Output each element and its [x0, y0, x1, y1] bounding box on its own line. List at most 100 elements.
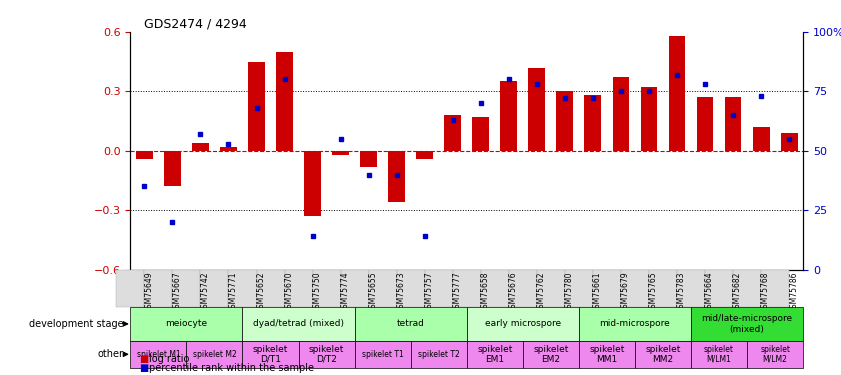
FancyBboxPatch shape	[467, 341, 523, 368]
Text: GSM75679: GSM75679	[621, 272, 630, 313]
Bar	[416, 151, 433, 159]
FancyBboxPatch shape	[452, 270, 481, 307]
Text: spikelet T2: spikelet T2	[418, 350, 459, 359]
Bar	[276, 52, 293, 151]
Bar	[444, 115, 461, 151]
FancyBboxPatch shape	[410, 341, 467, 368]
Text: GSM75682: GSM75682	[733, 272, 742, 313]
FancyBboxPatch shape	[341, 270, 368, 307]
FancyBboxPatch shape	[481, 270, 509, 307]
Text: GSM75667: GSM75667	[172, 272, 182, 313]
Text: other: other	[98, 349, 124, 359]
FancyBboxPatch shape	[691, 341, 747, 368]
Text: GSM75742: GSM75742	[200, 272, 209, 313]
Bar	[669, 36, 685, 151]
Bar	[164, 151, 181, 186]
FancyBboxPatch shape	[649, 270, 677, 307]
Bar	[473, 117, 489, 151]
Text: spikelet
MM2: spikelet MM2	[645, 345, 680, 364]
Text: GSM75768: GSM75768	[761, 272, 770, 313]
FancyBboxPatch shape	[677, 270, 705, 307]
Text: spikelet
EM2: spikelet EM2	[533, 345, 569, 364]
Text: tetrad: tetrad	[397, 320, 425, 328]
Text: dyad/tetrad (mixed): dyad/tetrad (mixed)	[253, 320, 344, 328]
Text: percentile rank within the sample: percentile rank within the sample	[149, 363, 314, 373]
Bar	[612, 78, 629, 151]
FancyBboxPatch shape	[761, 270, 789, 307]
FancyBboxPatch shape	[467, 307, 579, 341]
FancyBboxPatch shape	[130, 341, 187, 368]
FancyBboxPatch shape	[130, 307, 242, 341]
Bar	[641, 87, 658, 151]
Bar	[753, 127, 770, 151]
FancyBboxPatch shape	[355, 307, 467, 341]
FancyBboxPatch shape	[621, 270, 649, 307]
Bar	[136, 151, 153, 159]
Text: GSM75658: GSM75658	[481, 272, 489, 313]
Bar	[220, 147, 237, 151]
Bar	[248, 62, 265, 151]
Bar	[500, 81, 517, 151]
FancyBboxPatch shape	[425, 270, 452, 307]
FancyBboxPatch shape	[537, 270, 565, 307]
Bar	[192, 143, 209, 151]
Text: GSM75771: GSM75771	[229, 272, 237, 313]
Text: mid-microspore: mid-microspore	[600, 320, 670, 328]
Text: spikelet M1: spikelet M1	[136, 350, 180, 359]
FancyBboxPatch shape	[200, 270, 229, 307]
Text: GSM75670: GSM75670	[284, 272, 294, 313]
Text: GSM75655: GSM75655	[368, 272, 378, 313]
FancyBboxPatch shape	[229, 270, 257, 307]
Bar	[584, 95, 601, 151]
Text: GSM75765: GSM75765	[649, 272, 658, 313]
Text: spikelet
MM1: spikelet MM1	[590, 345, 625, 364]
FancyBboxPatch shape	[397, 270, 425, 307]
Bar	[725, 97, 742, 151]
FancyBboxPatch shape	[565, 270, 593, 307]
Text: GSM75786: GSM75786	[789, 272, 798, 313]
Bar	[389, 151, 405, 202]
Text: GSM75652: GSM75652	[257, 272, 266, 313]
FancyBboxPatch shape	[593, 270, 621, 307]
Text: mid/late-microspore
(mixed): mid/late-microspore (mixed)	[701, 314, 793, 334]
Text: spikelet
D/T1: spikelet D/T1	[253, 345, 288, 364]
Bar	[332, 151, 349, 155]
FancyBboxPatch shape	[368, 270, 397, 307]
FancyBboxPatch shape	[242, 307, 355, 341]
FancyBboxPatch shape	[145, 270, 172, 307]
Text: GSM75774: GSM75774	[341, 272, 350, 313]
Text: spikelet
D/T2: spikelet D/T2	[309, 345, 344, 364]
FancyBboxPatch shape	[523, 341, 579, 368]
FancyBboxPatch shape	[579, 341, 635, 368]
Text: GSM75649: GSM75649	[145, 272, 153, 313]
Text: ■: ■	[139, 363, 148, 373]
Bar	[360, 151, 377, 166]
FancyBboxPatch shape	[257, 270, 284, 307]
Text: spikelet
EM1: spikelet EM1	[477, 345, 512, 364]
FancyBboxPatch shape	[355, 341, 410, 368]
FancyBboxPatch shape	[691, 307, 803, 341]
Text: spikelet T1: spikelet T1	[362, 350, 404, 359]
Text: meiocyte: meiocyte	[166, 320, 208, 328]
Text: spikelet
M/LM1: spikelet M/LM1	[704, 345, 734, 364]
Text: GSM75762: GSM75762	[537, 272, 546, 313]
Text: GSM75780: GSM75780	[565, 272, 574, 313]
FancyBboxPatch shape	[299, 341, 355, 368]
FancyBboxPatch shape	[705, 270, 733, 307]
Text: early microspore: early microspore	[484, 320, 561, 328]
Bar	[557, 92, 574, 151]
Text: development stage: development stage	[29, 319, 124, 329]
Text: GSM75676: GSM75676	[509, 272, 518, 313]
Text: spikelet M2: spikelet M2	[193, 350, 236, 359]
Bar	[780, 133, 797, 151]
FancyBboxPatch shape	[116, 270, 145, 307]
FancyBboxPatch shape	[284, 270, 313, 307]
Text: spikelet
M/LM2: spikelet M/LM2	[760, 345, 791, 364]
FancyBboxPatch shape	[579, 307, 691, 341]
Text: log ratio: log ratio	[149, 354, 189, 364]
FancyBboxPatch shape	[635, 341, 691, 368]
Text: GSM75783: GSM75783	[677, 272, 686, 313]
FancyBboxPatch shape	[187, 341, 242, 368]
Text: GDS2474 / 4294: GDS2474 / 4294	[144, 18, 246, 31]
FancyBboxPatch shape	[747, 341, 803, 368]
